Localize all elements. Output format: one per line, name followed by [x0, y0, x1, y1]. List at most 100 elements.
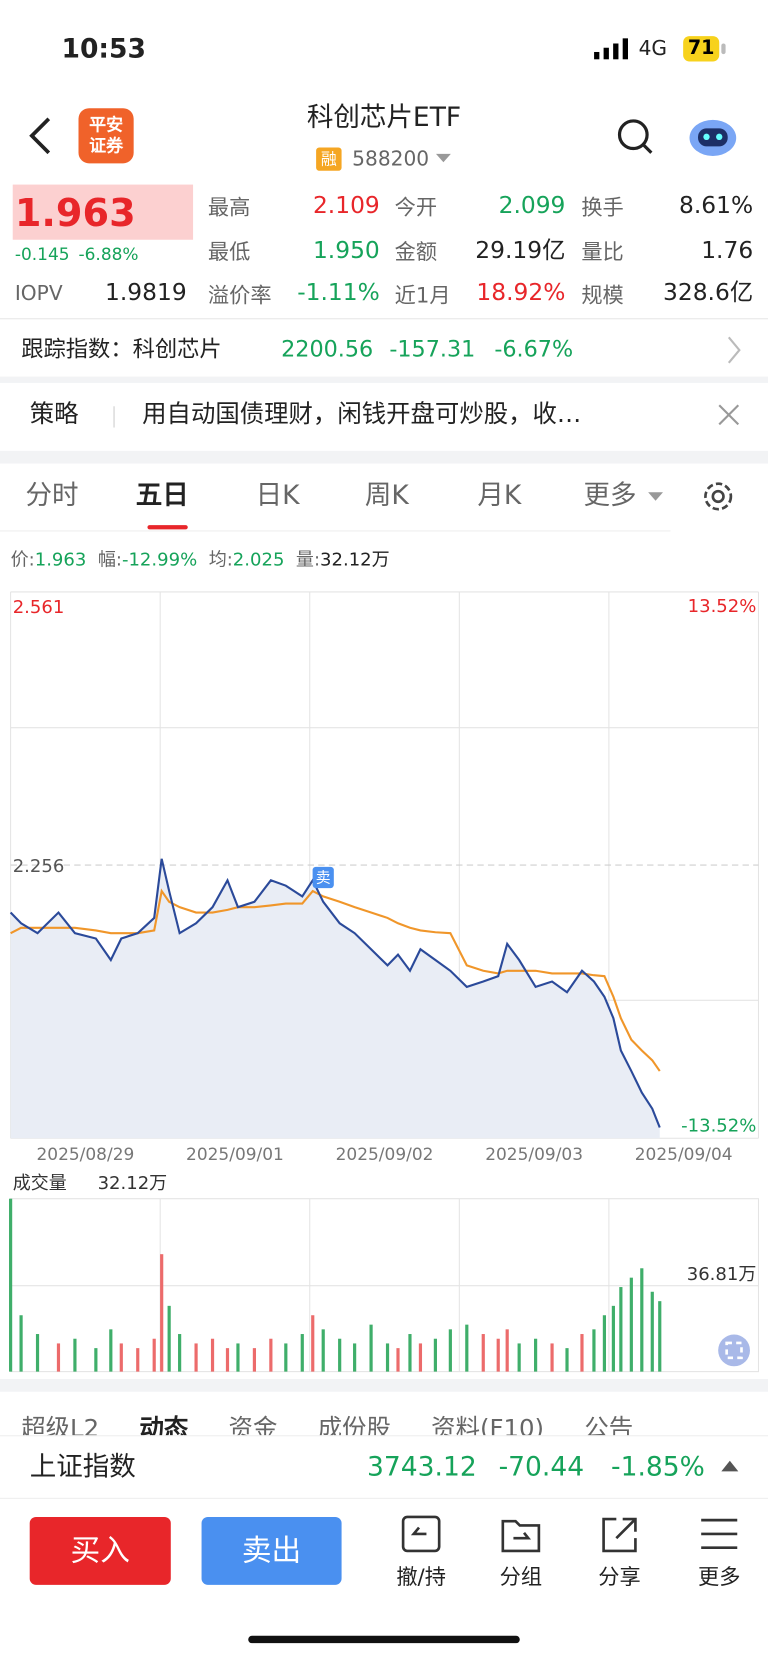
strategy-sep — [113, 406, 115, 428]
index-change: -157.31 — [389, 336, 476, 362]
sell-button[interactable]: 卖出 — [201, 1516, 342, 1585]
chart-tab[interactable]: 日K — [255, 479, 300, 511]
volume-bar — [236, 1343, 240, 1372]
volume-bar — [611, 1305, 615, 1372]
tool-label[interactable]: 撤/持 — [396, 1563, 446, 1590]
sell-marker: 卖 — [316, 869, 331, 887]
volume-bar — [650, 1291, 654, 1372]
field-label: 金额 — [394, 238, 438, 265]
more-dropdown — [648, 492, 663, 501]
field-value: -1.11% — [297, 280, 380, 307]
volume-bar — [481, 1334, 485, 1372]
home-indicator — [248, 1635, 520, 1644]
sell-marker-bg — [312, 866, 334, 889]
field-value: 18.92% — [476, 280, 566, 307]
volume-bar — [136, 1348, 140, 1372]
field-value: 1.9819 — [105, 280, 187, 307]
status-network: 4G — [638, 37, 668, 61]
market-bar[interactable] — [0, 1435, 768, 1499]
volume-bar — [152, 1338, 156, 1372]
volume-bar — [194, 1343, 198, 1372]
field-label: 溢价率 — [207, 282, 272, 308]
volume-bar — [385, 1343, 390, 1372]
x-date-label: 2025/09/03 — [485, 1145, 583, 1165]
tool-label[interactable]: 分组 — [499, 1563, 543, 1590]
search-button[interactable] — [615, 117, 655, 157]
volume-bar — [433, 1338, 437, 1372]
price-line — [9, 858, 661, 1128]
battery-tip — [721, 43, 726, 55]
volume-bar — [73, 1338, 77, 1372]
field-label: 近1月 — [394, 282, 451, 308]
x-date-label: 2025/09/01 — [186, 1145, 284, 1165]
volume-max-label: 36.81万 — [687, 1264, 757, 1285]
strategy-text[interactable]: 用自动国债理财，闲钱开盘可炒股，收… — [142, 400, 582, 429]
volume-bar — [448, 1329, 452, 1372]
tool-label[interactable]: 分享 — [598, 1563, 641, 1590]
more-icon — [701, 1518, 738, 1550]
status-time: 10:53 — [61, 32, 146, 64]
field-label: 换手 — [581, 194, 624, 220]
volume-bar — [94, 1348, 98, 1372]
tab-indicator — [147, 525, 188, 530]
field-label: 最高 — [207, 194, 251, 220]
divider — [0, 318, 768, 320]
settings-button[interactable] — [700, 478, 736, 514]
volume-bar — [284, 1343, 288, 1372]
chart-tab[interactable]: 分时 — [25, 479, 79, 511]
right-axis-label: -13.52% — [681, 1116, 756, 1137]
chart-tab[interactable]: 周K — [364, 479, 409, 511]
fullscreen-button[interactable] — [717, 1333, 751, 1367]
volume-bar — [269, 1338, 273, 1372]
section-gap — [0, 376, 768, 383]
field-label: 规模 — [581, 282, 624, 308]
chart-tab-active[interactable]: 五日 — [135, 479, 189, 511]
index-chevron[interactable] — [726, 335, 743, 365]
index-label[interactable]: 跟踪指数：科创芯片 — [21, 338, 221, 360]
volume-bar — [9, 1198, 13, 1372]
volume-bar — [178, 1334, 182, 1372]
index-change-pct: -6.67% — [494, 336, 574, 362]
right-axis-label: 13.52% — [688, 596, 757, 617]
margin-badge: 融 — [316, 147, 342, 171]
status-battery: 71 — [683, 36, 720, 62]
x-date-label: 2025/09/02 — [336, 1145, 434, 1165]
summary-value: 2.025 — [232, 549, 285, 571]
index-name: 科创芯片 — [132, 336, 222, 362]
volume-bar — [517, 1343, 521, 1372]
volume-bar — [210, 1338, 215, 1372]
field-value: 1.950 — [312, 237, 380, 265]
stock-code: 588200 — [352, 147, 430, 171]
tool-label[interactable]: 更多 — [698, 1563, 741, 1590]
chart-tab[interactable]: 更多 — [583, 479, 637, 511]
divider — [0, 530, 671, 532]
strategy-label: 策略 — [29, 400, 79, 429]
volume-bar — [225, 1348, 230, 1372]
chart-tab[interactable]: 月K — [477, 479, 522, 511]
summary-label: 幅: — [97, 549, 122, 571]
market-expand[interactable] — [720, 1459, 739, 1474]
strategy-close[interactable] — [717, 403, 740, 426]
back-button[interactable] — [28, 117, 56, 155]
chart-summary: 价:1.963 幅:-12.99% 均:2.025 量:32.12万 — [11, 549, 390, 571]
volume-bar — [505, 1329, 509, 1372]
volume-bar — [369, 1324, 373, 1372]
volume-bar — [56, 1343, 61, 1372]
summary-value: 1.963 — [34, 549, 87, 571]
volume-bar — [565, 1348, 569, 1372]
volume-bar — [619, 1287, 623, 1372]
assistant-robot[interactable] — [687, 112, 738, 159]
code-dropdown[interactable] — [435, 152, 452, 165]
volume-bar — [396, 1348, 400, 1372]
cancel-icon — [401, 1515, 441, 1553]
section-gap — [0, 1379, 768, 1392]
buy-button[interactable]: 买入 — [29, 1516, 171, 1585]
volume-bar — [35, 1334, 40, 1372]
last-price: 1.963 — [14, 192, 136, 236]
volume-bar — [160, 1254, 164, 1372]
field-label: IOPV — [14, 282, 63, 306]
volume-bar — [109, 1329, 113, 1372]
price-change: -0.145 — [14, 243, 70, 265]
field-label: 量比 — [581, 238, 624, 265]
